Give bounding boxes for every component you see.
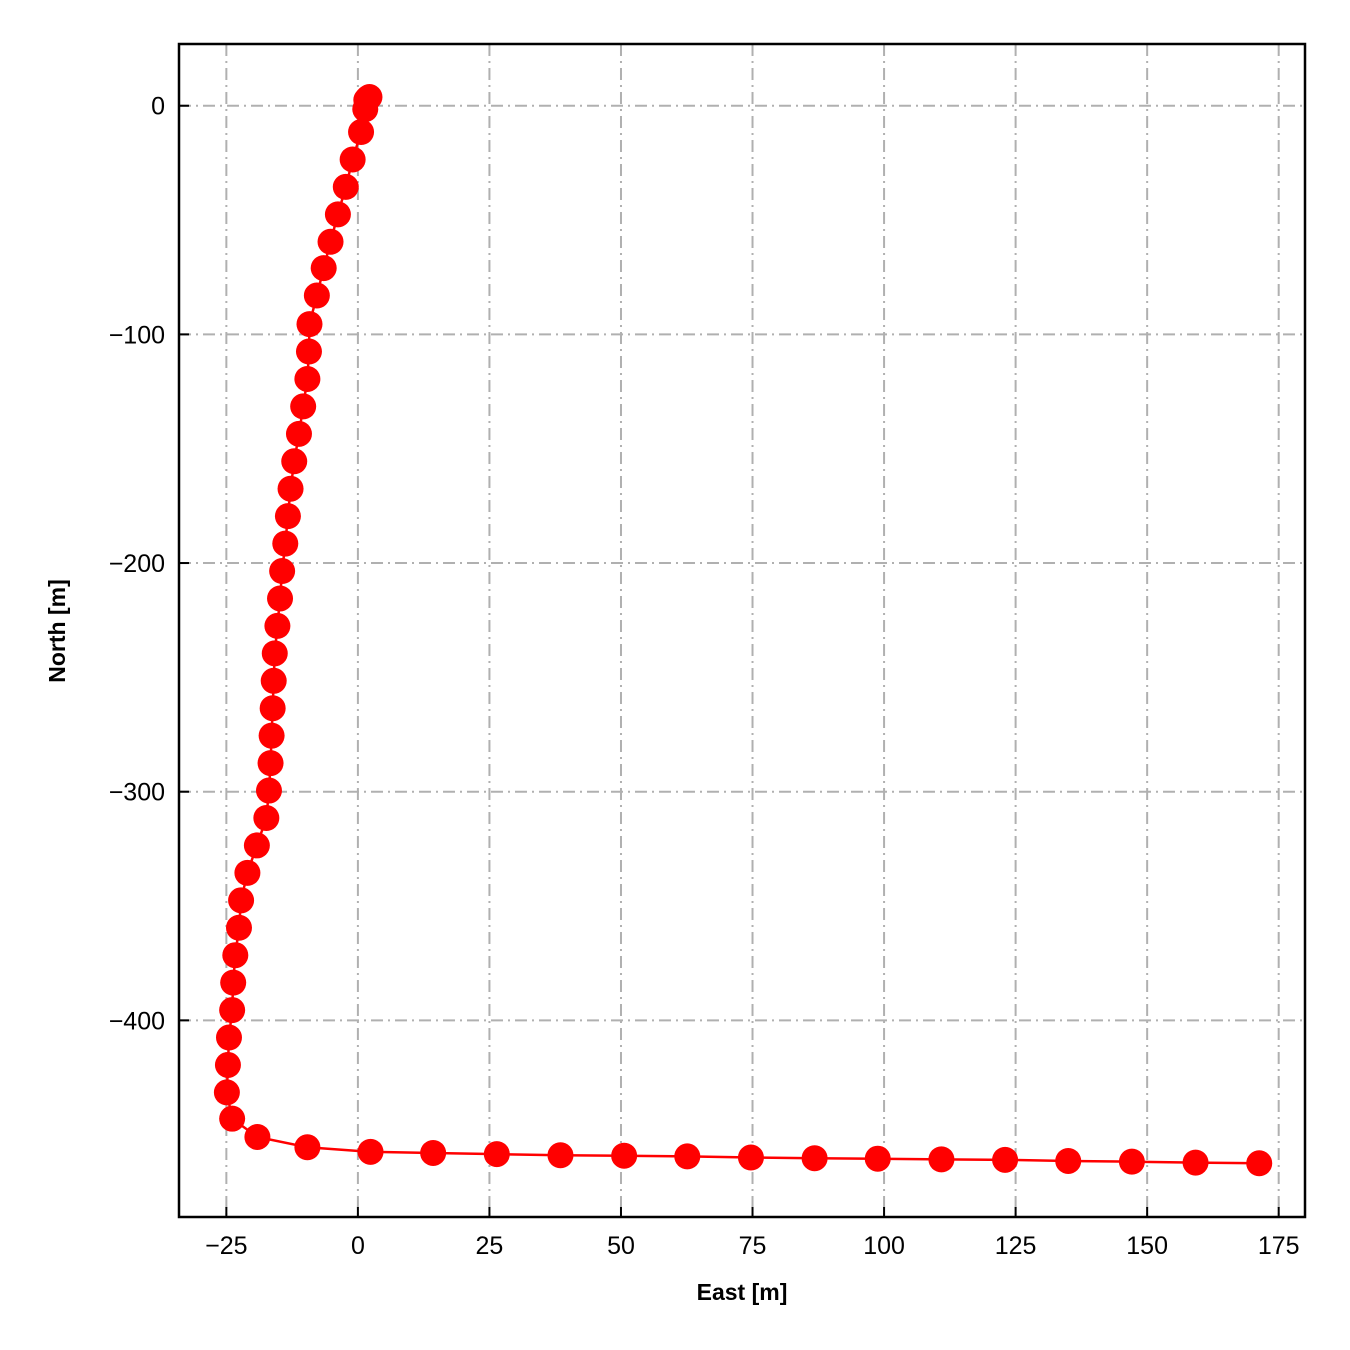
- data-point: [258, 722, 285, 749]
- data-point: [272, 530, 299, 557]
- data-point: [348, 119, 375, 146]
- data-point: [296, 311, 323, 338]
- plot-frame: [177, 42, 1307, 1219]
- data-point: [295, 338, 322, 365]
- data-point: [674, 1143, 701, 1170]
- data-point: [339, 146, 366, 173]
- data-point: [290, 393, 317, 420]
- data-point: [1055, 1147, 1082, 1174]
- x-tick-label: 125: [995, 1232, 1037, 1260]
- y-tick-label: −400: [109, 1007, 165, 1035]
- data-point: [277, 475, 304, 502]
- data-point: [801, 1145, 828, 1172]
- data-point: [352, 96, 379, 123]
- y-tick-label: −200: [109, 550, 165, 578]
- data-point: [332, 173, 359, 200]
- grid-lines: [179, 44, 1305, 1217]
- data-point: [992, 1146, 1019, 1173]
- data-point: [267, 585, 294, 612]
- data-point: [234, 859, 261, 886]
- data-point: [222, 942, 249, 969]
- x-tick-label: 150: [1126, 1232, 1168, 1260]
- x-axis-label: East [m]: [697, 1279, 788, 1305]
- data-point: [225, 914, 252, 941]
- data-point: [255, 777, 282, 804]
- data-point: [317, 228, 344, 255]
- data-point: [260, 667, 287, 694]
- data-point: [1246, 1150, 1273, 1177]
- data-point: [219, 997, 246, 1024]
- data-point: [483, 1141, 510, 1168]
- data-point: [214, 1051, 241, 1078]
- data-point: [324, 201, 351, 228]
- data-point: [420, 1139, 447, 1166]
- data-point: [294, 365, 321, 392]
- data-point: [864, 1145, 891, 1172]
- x-tick-label: 175: [1258, 1232, 1300, 1260]
- data-point: [253, 804, 280, 831]
- data-point: [228, 887, 255, 914]
- data-point: [264, 612, 291, 639]
- data-point: [274, 503, 301, 530]
- data-point: [219, 1105, 246, 1132]
- data-point: [1118, 1148, 1145, 1175]
- x-tick-label: 25: [476, 1232, 504, 1260]
- data-point: [244, 1123, 271, 1150]
- axis-ticks: −25 0 25 50 75 100 125 150 175 0 −100 −200 −300 −400: [109, 93, 1300, 1260]
- data-point: [215, 1024, 242, 1051]
- y-tick-label: 0: [151, 93, 165, 121]
- data-point: [1182, 1149, 1209, 1176]
- data-point: [285, 420, 312, 447]
- data-point: [220, 969, 247, 996]
- series-layer: [213, 84, 1273, 1177]
- data-point: [257, 750, 284, 777]
- data-point: [213, 1079, 240, 1106]
- data-point: [259, 695, 286, 722]
- x-tick-label: 50: [607, 1232, 635, 1260]
- x-tick-label: 0: [351, 1232, 365, 1260]
- data-point: [357, 1138, 384, 1165]
- data-point: [243, 832, 270, 859]
- y-tick-label: −300: [109, 779, 165, 807]
- data-point: [303, 282, 330, 309]
- data-point: [611, 1142, 638, 1169]
- data-point: [261, 640, 288, 667]
- data-point: [547, 1142, 574, 1169]
- x-tick-label: −25: [205, 1232, 247, 1260]
- data-point: [294, 1134, 321, 1161]
- data-point: [737, 1144, 764, 1171]
- data-point: [928, 1146, 955, 1173]
- y-axis-label: North [m]: [44, 579, 70, 682]
- x-tick-label: 100: [863, 1232, 905, 1260]
- x-tick-label: 75: [739, 1232, 767, 1260]
- y-tick-label: −100: [109, 321, 165, 349]
- data-point: [310, 255, 337, 282]
- data-point: [269, 558, 296, 585]
- data-point: [281, 448, 308, 475]
